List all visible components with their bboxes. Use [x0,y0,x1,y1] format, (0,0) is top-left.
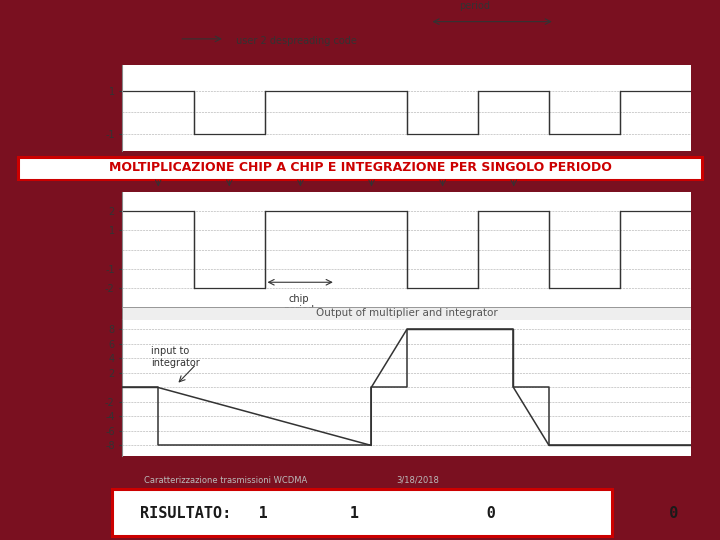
Text: user 2 despreading code: user 2 despreading code [236,36,357,45]
Text: RISULTATO:   1         1              0                   0             1: RISULTATO: 1 1 0 0 1 [140,507,720,521]
Text: chip
period: chip period [283,294,314,315]
Text: MOLTIPLICAZIONE CHIP A CHIP E INTEGRAZIONE PER SINGOLO PERIODO: MOLTIPLICAZIONE CHIP A CHIP E INTEGRAZIO… [109,161,611,174]
FancyBboxPatch shape [122,307,691,320]
FancyBboxPatch shape [112,489,612,536]
Text: symbol
period: symbol period [457,0,492,11]
Text: input to
integrator: input to integrator [151,346,199,368]
Text: 3/18/2018: 3/18/2018 [396,476,439,485]
FancyBboxPatch shape [18,157,702,180]
Text: Caratterizzazione trasmissioni WCDMA: Caratterizzazione trasmissioni WCDMA [144,476,307,485]
Text: Output of multiplier and integrator: Output of multiplier and integrator [316,308,498,318]
